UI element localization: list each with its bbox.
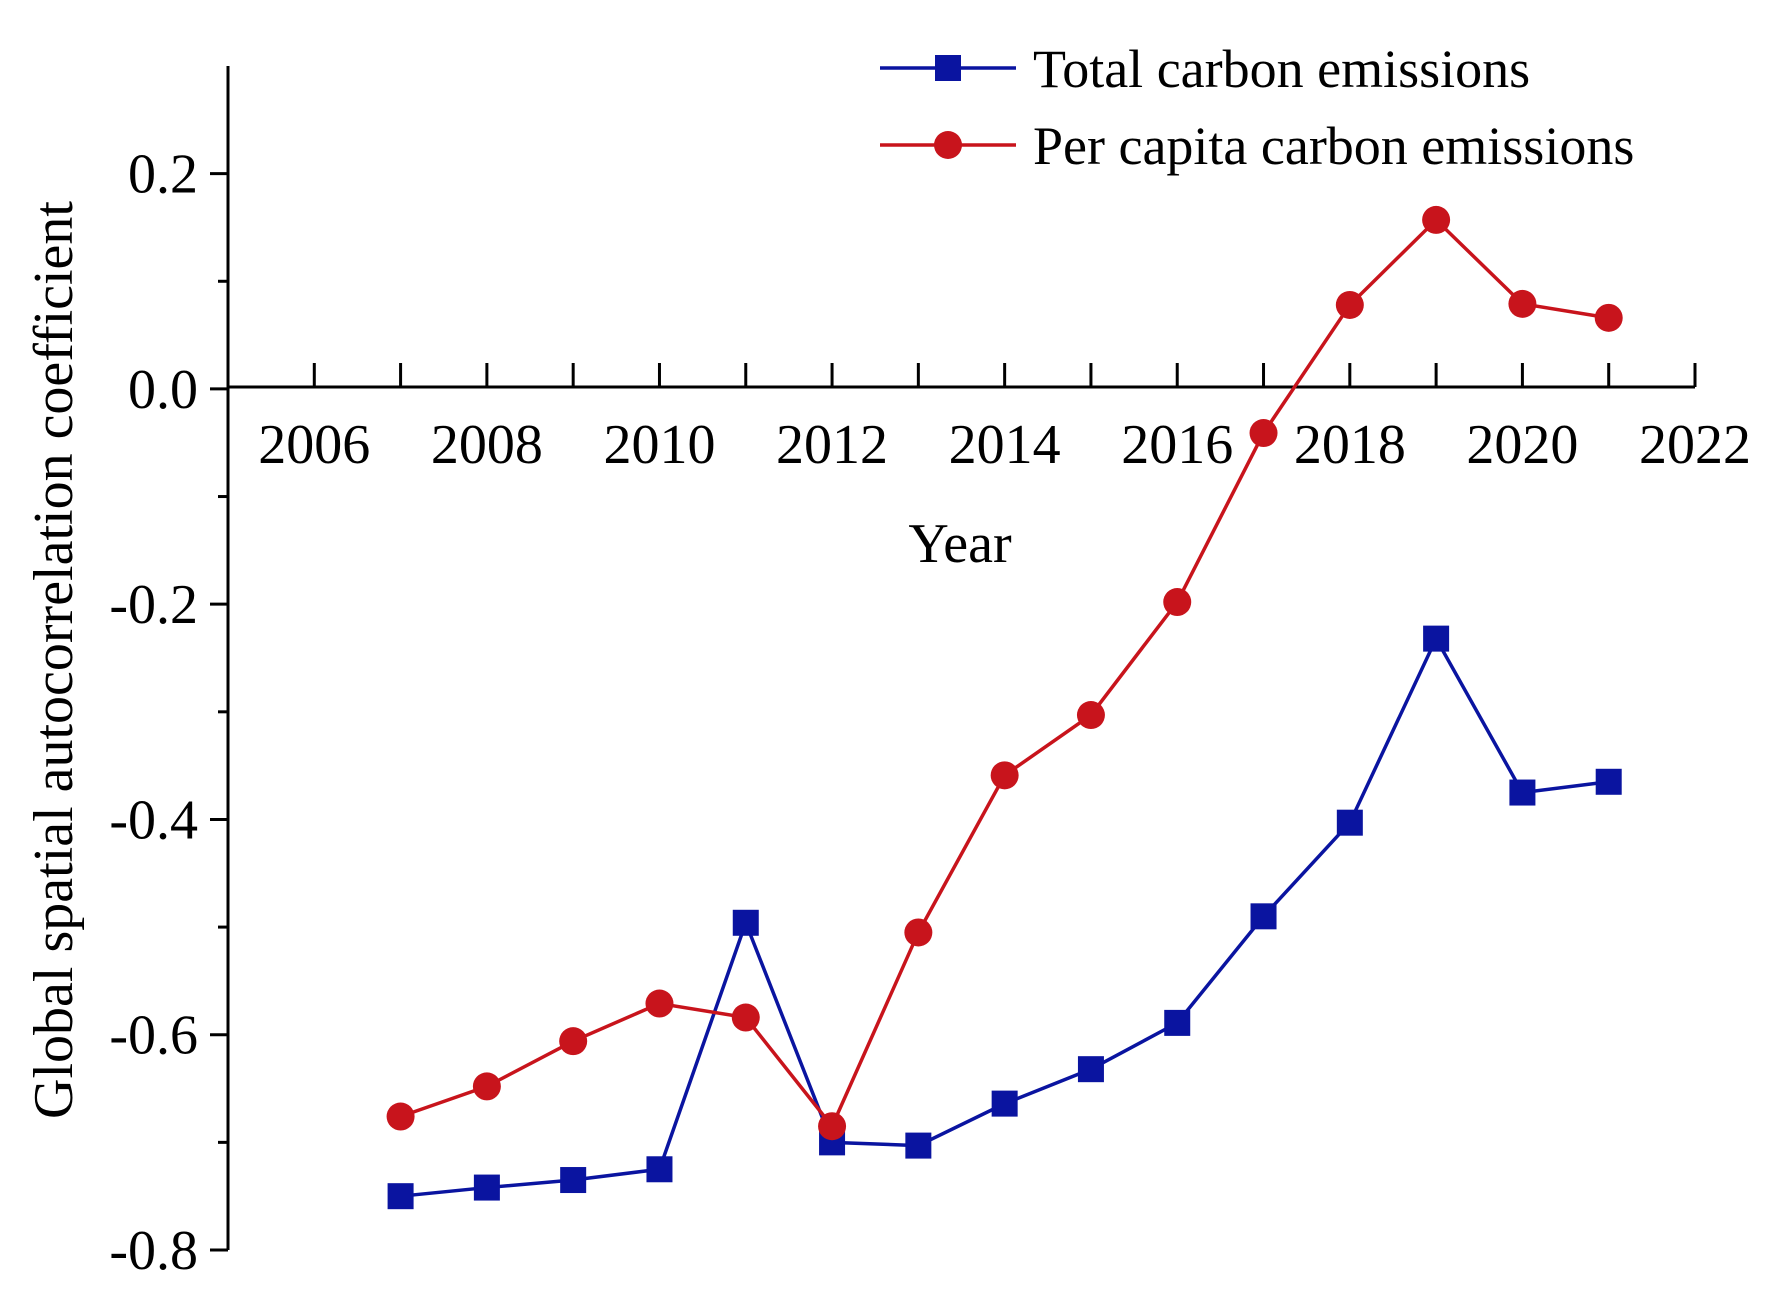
data-point-circle [1422,205,1451,234]
legend-label: Per capita carbon emissions [1033,116,1634,176]
legend-marker-square [935,55,961,81]
data-point-square [560,1167,587,1194]
data-point-square [473,1174,500,1201]
data-point-circle [731,1003,760,1032]
x-axis-label: Year [908,513,1012,575]
data-point-circle [1249,419,1278,448]
y-tick-label: -0.2 [109,574,198,636]
data-point-square [1164,1009,1191,1036]
y-tick-label: -0.8 [109,1220,198,1282]
data-point-circle [904,918,933,947]
legend-entry: Per capita carbon emissions [880,116,1634,176]
data-point-circle [645,989,674,1018]
axes: 0.2 0.0 -0.2 -0.4 -0.6 -0.8 2006 2008 2010 2012 20… [23,66,1751,1282]
data-point-square [732,909,759,936]
x-tick-label: 2014 [949,414,1061,476]
y-tick-label: -0.6 [109,1005,198,1067]
data-point-square [1336,809,1363,836]
data-point-square [1250,903,1277,930]
legend-label: Total carbon emissions [1033,39,1530,99]
data-point-square [387,1183,414,1210]
x-tick-label: 2022 [1639,414,1751,476]
data-point-circle [1508,289,1537,318]
y-tick-label: 0.2 [128,144,198,206]
data-point-square [646,1156,673,1183]
y-tick-label: 0.0 [128,359,198,421]
data-point-circle [1594,303,1623,332]
x-tick-label: 2012 [776,414,888,476]
data-point-circle [1076,701,1105,730]
data-point-circle [818,1112,847,1141]
x-tick-label: 2008 [431,414,543,476]
data-point-circle [1163,588,1192,617]
legend: Total carbon emissions Per capita carbon … [880,39,1634,176]
series-per-capita-carbon-emissions [386,205,1623,1141]
series-layer [386,205,1623,1210]
data-point-square [1595,768,1622,795]
data-point-circle [472,1072,501,1101]
legend-entry: Total carbon emissions [880,39,1530,99]
data-point-square [1423,625,1450,652]
x-tick-label: 2010 [603,414,715,476]
series-line [400,217,1609,1130]
series-total-carbon-emissions [387,625,1622,1210]
data-point-square [991,1090,1018,1117]
data-point-square [1509,779,1536,806]
data-point-square [1077,1056,1104,1083]
y-tick-label: -0.4 [109,789,198,851]
x-tick-label: 2016 [1121,414,1233,476]
data-point-circle [990,761,1019,790]
data-point-circle [386,1102,415,1131]
x-tick-label: 2020 [1466,414,1578,476]
x-tick-label: 2018 [1294,414,1406,476]
y-axis-label: Global spatial autocorrelation coefficie… [23,201,85,1119]
legend-marker-circle [934,131,962,159]
data-point-circle [559,1027,588,1056]
x-tick-label: 2006 [258,414,370,476]
data-point-square [905,1132,932,1159]
data-point-circle [1335,290,1364,319]
